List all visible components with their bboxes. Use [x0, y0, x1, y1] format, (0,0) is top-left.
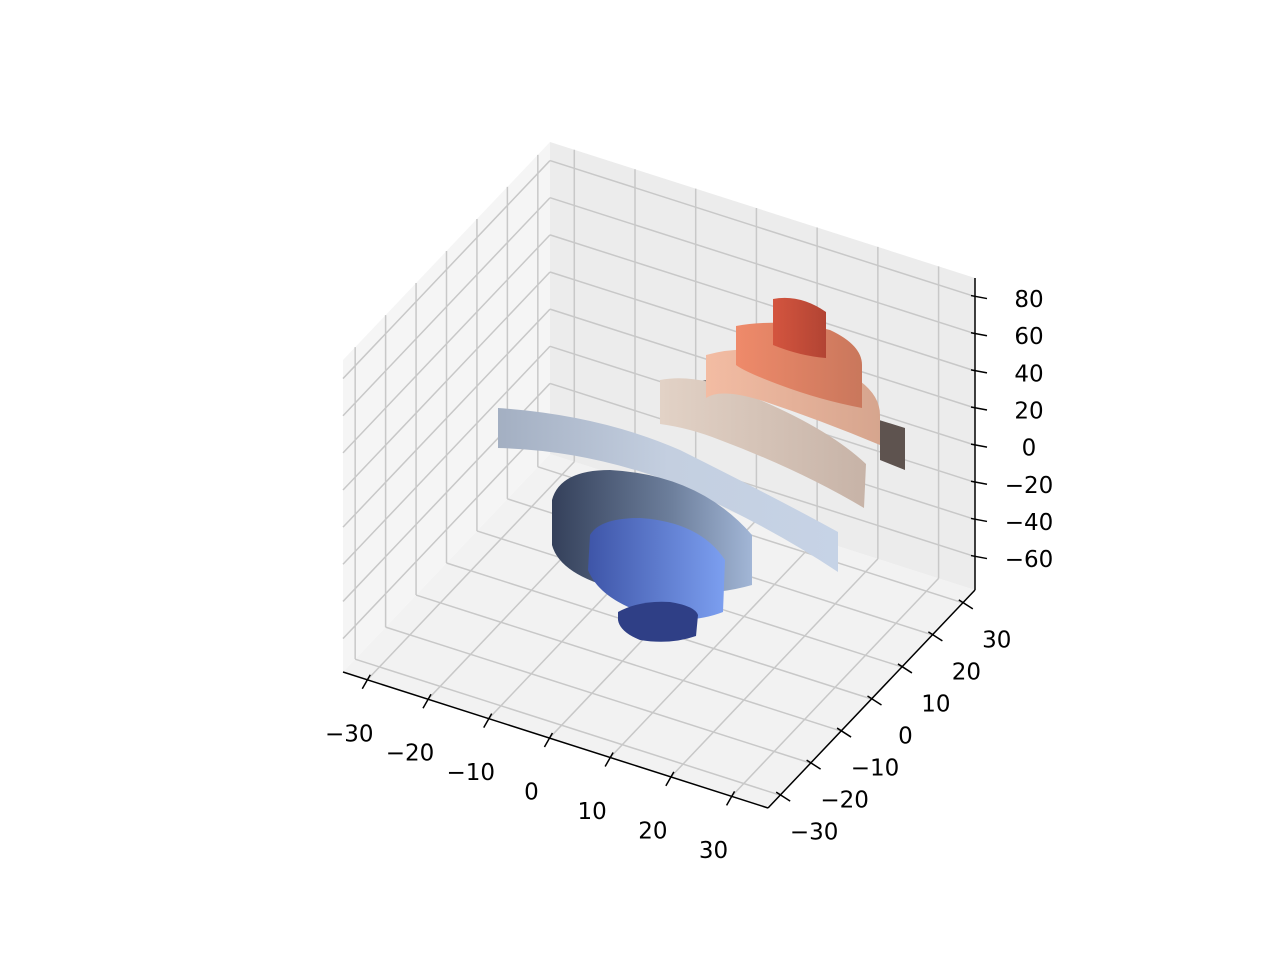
surface-band	[660, 378, 866, 508]
z-tick-label: −20	[1005, 473, 1054, 499]
axes: −30−20−100102030−30−20−100102030−60−40−2…	[325, 278, 1053, 864]
y-tick	[806, 759, 822, 770]
y-tick-label: 30	[982, 627, 1011, 653]
x-tick-label: 10	[578, 799, 607, 825]
x-tick-label: −10	[446, 760, 495, 786]
grid-line	[549, 196, 976, 335]
z-tick-label: 0	[1022, 436, 1037, 462]
grid-line	[342, 345, 551, 565]
y-tick-label: −30	[790, 820, 839, 846]
surface-ring	[588, 518, 725, 620]
x-tick-label: 0	[524, 780, 539, 806]
y-tick-label: −10	[851, 756, 900, 782]
grid-line	[342, 420, 551, 640]
y-tick-label: 0	[898, 724, 913, 750]
y-tick-label: 10	[921, 691, 950, 717]
z-tick-label: −60	[1005, 547, 1054, 573]
z-tick-label: 60	[1014, 324, 1043, 350]
x-tick	[725, 790, 736, 806]
x-tick-label: 30	[699, 838, 728, 864]
z-tick	[970, 480, 988, 486]
x-tick	[604, 752, 614, 767]
grid-line	[415, 594, 842, 732]
y-tick-label: −20	[820, 788, 869, 814]
surface	[498, 297, 905, 642]
z-tick-label: 20	[1014, 399, 1043, 425]
y-tick	[867, 695, 882, 706]
z-tick	[970, 517, 988, 523]
grid-line	[342, 308, 551, 528]
surface-bottom	[618, 601, 698, 642]
z-tick-label: −40	[1005, 510, 1054, 536]
z-tick	[970, 331, 988, 337]
y-tick	[836, 727, 852, 738]
grid-line	[549, 159, 976, 298]
surface-band	[498, 408, 838, 572]
grid-line	[342, 271, 551, 491]
y-axis	[767, 589, 976, 809]
grid-line	[342, 197, 551, 417]
y-tick-label: 20	[952, 659, 981, 685]
y-tick	[958, 599, 974, 610]
y-tick	[897, 663, 913, 674]
x-tick	[543, 732, 554, 748]
z-tick	[970, 554, 988, 560]
x-axis	[342, 671, 769, 809]
x-tick	[483, 713, 493, 729]
surface-top	[773, 297, 826, 358]
grid-line	[354, 658, 781, 796]
grid-line	[342, 234, 551, 454]
grid-line	[342, 160, 551, 380]
z-tick	[970, 294, 988, 300]
x-tick-label: 20	[638, 818, 667, 844]
x-tick	[665, 771, 675, 787]
x-tick-label: −20	[386, 741, 435, 767]
z-tick	[970, 369, 988, 374]
surface-ring	[736, 322, 862, 408]
x-tick	[422, 693, 432, 709]
z-tick-label: 80	[1014, 287, 1043, 313]
x-tick-label: −30	[325, 721, 374, 747]
y-tick	[927, 631, 943, 642]
x-tick	[361, 674, 371, 690]
grid-line	[385, 626, 811, 764]
z-tick	[970, 443, 988, 448]
z-tick	[970, 406, 988, 411]
y-tick	[775, 791, 791, 802]
grid-line	[549, 234, 976, 372]
z-tick-label: 40	[1014, 361, 1043, 387]
